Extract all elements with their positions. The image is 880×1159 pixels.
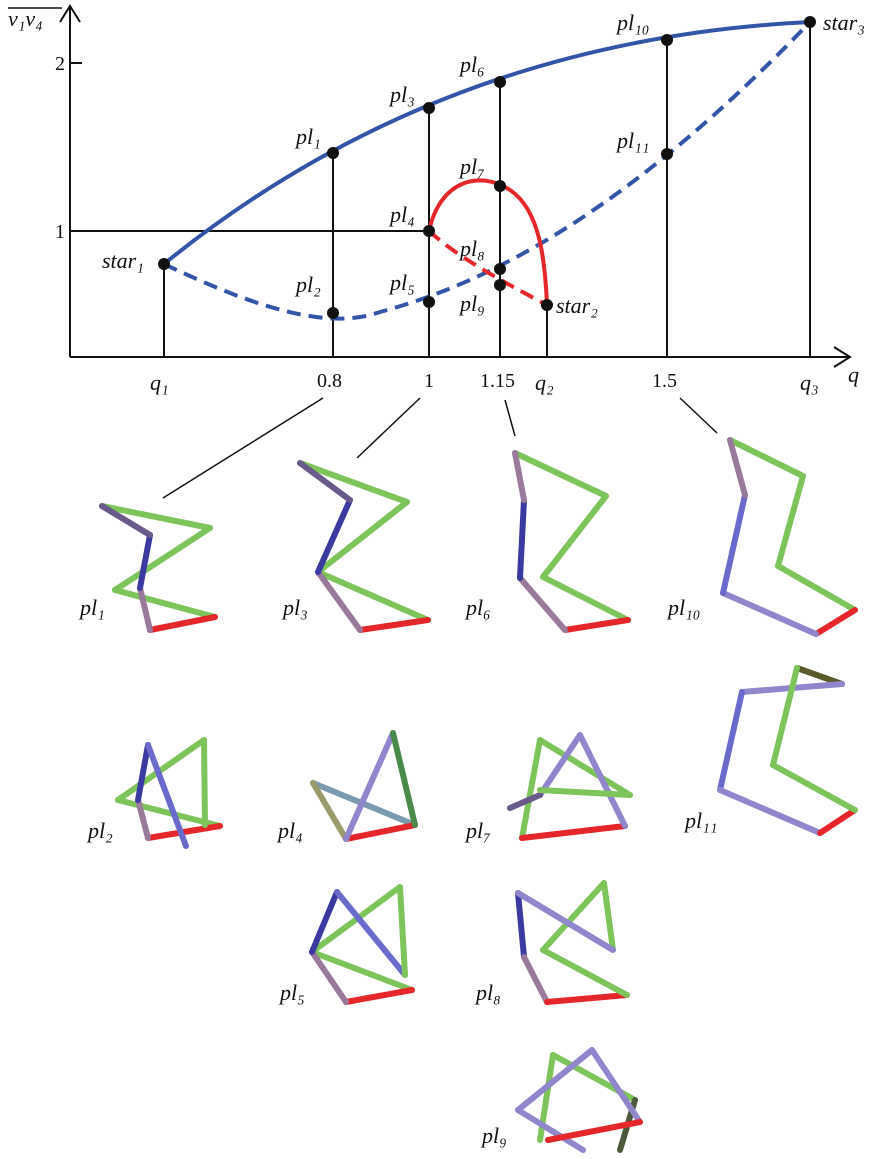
x-tick-label-q2: q₂ [535, 370, 554, 395]
x-axis-label: q [848, 362, 859, 387]
point-pl10 [661, 34, 673, 46]
x-tick-label-1: 1 [424, 370, 434, 392]
config-label-pl1: pl₁ [78, 595, 105, 620]
curves [162, 20, 812, 321]
reference-lines [70, 22, 811, 357]
config-label-pl9: pl₉ [480, 1123, 507, 1148]
point-pl2 [327, 307, 339, 319]
configuration-pl7: pl₇ [464, 732, 633, 843]
config-label-pl5: pl₅ [278, 980, 305, 1005]
configuration-pl5: pl₅ [278, 884, 415, 1005]
point-pl9 [494, 279, 506, 291]
point-star3 [804, 16, 816, 28]
configuration-pl4: pl₄ [276, 730, 418, 843]
config-label-pl8: pl₈ [474, 980, 501, 1005]
configuration-pl8: pl₈ [474, 880, 630, 1005]
point-pl7 [494, 180, 506, 192]
configuration-pl3: pl₃ [281, 460, 431, 633]
config-label-pl4: pl₄ [276, 818, 303, 843]
config-label-pl11: pl₁₁ [683, 808, 717, 833]
configuration-pl9: pl₉ [480, 1047, 643, 1153]
configuration-pl2: pl₂ [86, 737, 223, 849]
label-pl9: pl₉ [458, 291, 485, 316]
leader-lines [162, 397, 718, 499]
point-pl6 [494, 76, 506, 88]
configuration-pl6: pl₆ [464, 450, 631, 633]
x-axis-arrow [833, 346, 852, 368]
lower-red-branch [427, 229, 548, 307]
leader-1 [356, 397, 421, 459]
label-pl2: pl₂ [294, 272, 321, 297]
label-pl7: pl₇ [458, 154, 485, 179]
label-pl3: pl₃ [388, 82, 415, 107]
leader-0.8 [162, 397, 324, 499]
point-star2 [541, 299, 553, 311]
config-label-pl7: pl₇ [464, 818, 491, 843]
configuration-pl10: pl₁₀ [666, 437, 858, 637]
leader-1.5 [679, 397, 718, 434]
label-pl4: pl₄ [388, 202, 415, 227]
config-label-pl2: pl₂ [86, 818, 113, 843]
label-pl8: pl₈ [458, 236, 485, 261]
point-pl8 [494, 263, 506, 275]
x-tick-label-1.15: 1.15 [480, 370, 515, 392]
label-pl5: pl₅ [388, 270, 415, 295]
label-star2: star₂ [556, 293, 598, 318]
x-tick-label-q3: q₃ [800, 370, 819, 395]
config-label-pl6: pl₆ [464, 595, 491, 620]
upper-blue-branch [162, 20, 811, 266]
x-tick-label-1.5: 1.5 [652, 370, 677, 392]
label-pl11: pl₁₁ [615, 128, 649, 153]
config-label-pl3: pl₃ [281, 595, 308, 620]
critical-points [158, 16, 816, 319]
configuration-pl1: pl₁ [78, 503, 218, 633]
upper-red-branch [427, 178, 549, 306]
configuration-pl11: pl₁₁ [683, 665, 858, 836]
x-tick-label-0.8: 0.8 [317, 370, 342, 392]
y-axis-arrow [59, 4, 81, 23]
axes: v₁v₄ q 2 1 q₁ 0.8 1 1.15 q₂ 1.5 q₃ [8, 4, 859, 395]
leader-1.15 [504, 399, 516, 437]
x-tick-label-q1: q₁ [150, 370, 169, 395]
point-labels: star₁ pl₁ pl₂ pl₃ pl₄ pl₅ pl₆ pl₇ pl₈ pl… [102, 10, 865, 318]
point-pl3 [423, 102, 435, 114]
y-tick-label-2: 2 [55, 53, 65, 75]
point-pl1 [327, 147, 339, 159]
label-pl6: pl₆ [458, 52, 485, 77]
y-axis-label: v₁v₄ [8, 6, 43, 31]
point-pl4 [423, 225, 435, 237]
point-star1 [158, 258, 170, 270]
y-tick-label-1: 1 [55, 221, 65, 243]
point-pl11 [661, 148, 673, 160]
point-pl5 [423, 296, 435, 308]
label-pl1: pl₁ [294, 124, 321, 149]
label-star3: star₃ [823, 10, 865, 35]
label-star1: star₁ [102, 248, 144, 273]
label-pl10: pl₁₀ [615, 10, 649, 35]
config-label-pl10: pl₁₀ [666, 595, 700, 620]
